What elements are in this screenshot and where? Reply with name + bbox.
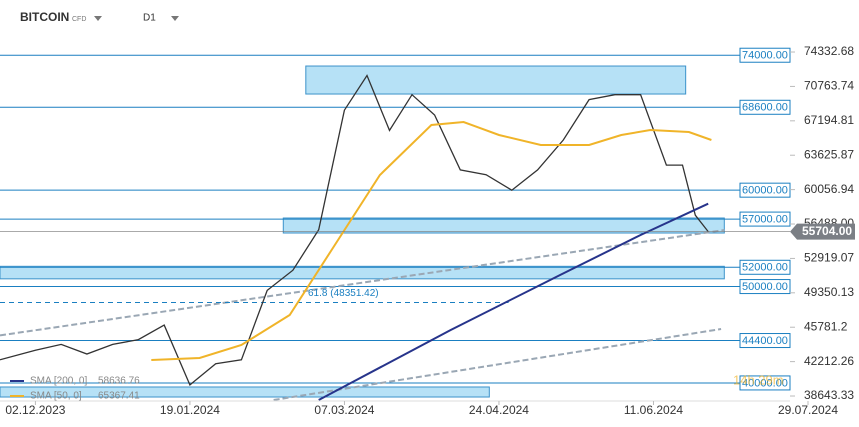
trendline [273,328,722,401]
legend-name: SMA [200, 0] [30,376,87,387]
symbol[interactable]: BITCOIN [20,10,69,24]
series-line [0,74,709,386]
plot-area: 74000.00 68600.00 60000.00 57000.00 52000.00… [0,47,791,401]
level-tag [739,259,791,275]
level-tag [739,375,791,391]
series-line [318,202,709,401]
y-tick-label: 45781.2 [804,319,848,333]
current-price-label: 55704.00 [802,224,852,238]
legend-value: 58636.76 [98,376,140,387]
symbol-dropdown[interactable] [94,16,102,21]
x-tick-label: 11.06.2024 [624,403,683,417]
y-tick-label: 38643.33 [804,388,854,402]
level-label: 60000.00 [742,185,788,197]
level-tag [739,211,791,227]
y-tick-label: 70763.74 [804,79,854,93]
y-tick-label: 60056.94 [804,182,854,196]
x-tick-label: 02.12.2023 [5,403,65,417]
level-label: 52000.00 [742,262,788,274]
x-tick-label: 29.07.2024 [778,403,838,417]
zone [305,65,687,95]
level-label: 57000.00 [742,213,788,225]
level-label: 68600.00 [742,102,788,114]
zone [282,217,725,234]
y-tick-label: 52919.07 [804,251,854,265]
level-tag [739,99,791,115]
y-tick-label: 63625.87 [804,147,854,161]
y-tick-label: 49350.13 [804,285,854,299]
zone [0,386,490,398]
x-tick-label: 24.04.2024 [469,403,529,417]
current-price-tag [790,223,855,240]
y-tick-label: 42212.26 [804,354,854,368]
fibonacci-label: 61.8 (48351.42) [308,288,379,299]
level-tag [739,279,791,295]
level-label: 44400.00 [742,335,788,347]
y-tick-label: 74332.68 [804,44,854,58]
timeframe-dropdown[interactable] [171,16,179,21]
level-label: 40000.00 [742,377,788,389]
zone [0,265,725,280]
instrument-type: CFD [72,16,86,23]
legend-name: SMA [50, 0] [30,391,82,402]
series-line [151,120,712,361]
timeframe[interactable]: D1 [143,13,156,24]
legend-value: 65367.41 [98,391,140,402]
y-tick-label: 67194.81 [804,113,854,127]
level-tag [739,47,791,63]
level-label: 50000.00 [742,281,788,293]
x-tick-label: 07.03.2024 [314,403,374,417]
level-label: 74000.00 [742,50,788,62]
trendline [0,229,725,337]
level-tag [739,182,791,198]
level-tag [739,333,791,349]
candle-timer: 14h 29m [733,372,784,387]
x-tick-label: 19.01.2024 [160,403,220,417]
